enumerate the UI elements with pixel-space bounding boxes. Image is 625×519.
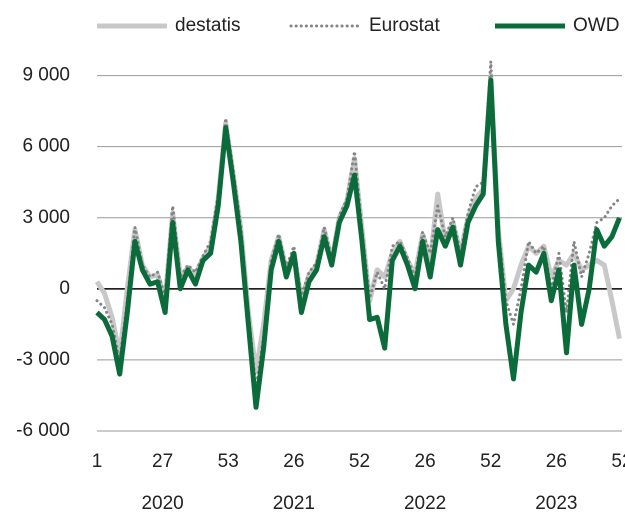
series-line (95, 77, 622, 410)
y-tick-label: 9 000 (22, 65, 70, 86)
year-label: 2020 (141, 493, 183, 514)
x-tick-label: 26 (546, 451, 567, 472)
x-tick-label: 52 (480, 451, 501, 472)
y-tick-label: 3 000 (22, 207, 70, 228)
x-tick-label: 27 (152, 451, 173, 472)
y-tick-label: -3 000 (16, 349, 70, 370)
x-tick-label: 1 (92, 451, 103, 472)
x-tick-label: 26 (283, 451, 304, 472)
y-tick-label: -6 000 (16, 420, 70, 441)
year-label: 2022 (404, 493, 446, 514)
x-tick-label: 26 (415, 451, 436, 472)
x-tick-label: 52 (611, 451, 625, 472)
x-tick-label: 52 (349, 451, 370, 472)
legend-label: Eurostat (369, 15, 440, 36)
legend-label: destatis (175, 15, 240, 36)
year-label: 2021 (273, 493, 315, 514)
y-tick-label: 0 (59, 278, 70, 299)
y-tick-label: 6 000 (22, 136, 70, 157)
legend-label: OWD (573, 15, 619, 36)
year-label: 2023 (535, 493, 577, 514)
x-tick-label: 53 (218, 451, 239, 472)
